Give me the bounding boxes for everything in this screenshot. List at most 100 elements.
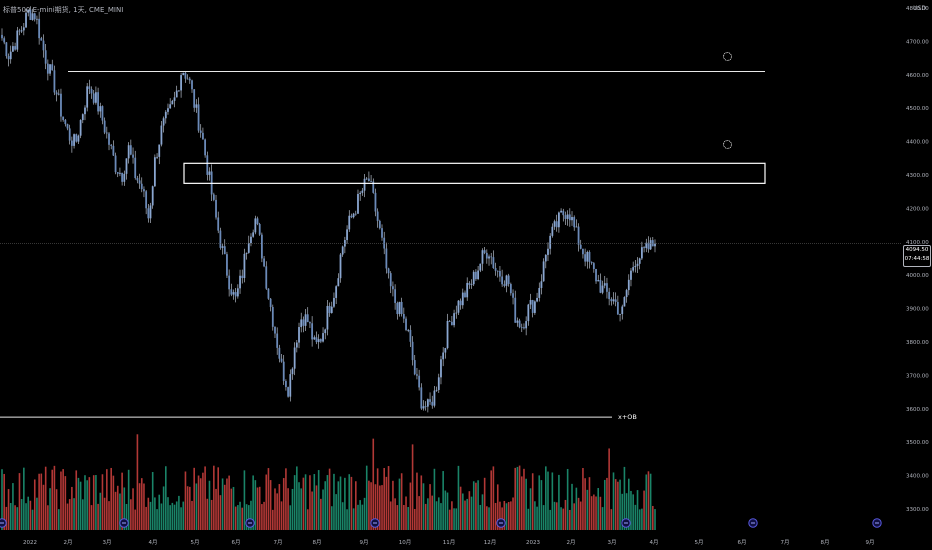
candle-body <box>274 326 276 334</box>
volume-bar <box>433 468 436 530</box>
candle-body <box>562 210 565 216</box>
volume-bar <box>470 496 473 530</box>
candle-body <box>195 104 198 108</box>
candle-body <box>446 320 449 349</box>
volume-bar <box>420 475 423 530</box>
candle-body <box>477 270 480 280</box>
candle-body <box>7 56 10 60</box>
candle-body <box>348 215 351 230</box>
candle-body <box>29 9 32 20</box>
candle-body <box>507 275 510 285</box>
candle-body <box>442 352 445 360</box>
x-tick-label: 2023 <box>526 540 540 546</box>
candle-body <box>389 273 392 287</box>
volume-bar <box>520 476 523 530</box>
candle-body <box>188 78 191 81</box>
volume-bar <box>149 501 152 530</box>
volume-bar <box>389 501 392 530</box>
volume-bar <box>40 473 43 530</box>
volume-bar <box>357 504 359 530</box>
current-price-tag: 4094.50 07:44:58 <box>903 245 931 267</box>
candle-body <box>162 118 165 126</box>
volume-bar <box>352 508 355 530</box>
candle-body <box>57 93 60 95</box>
volume-bar <box>571 483 573 530</box>
candle-body <box>55 92 58 95</box>
volume-bar <box>62 469 64 530</box>
volume-bar <box>649 473 652 530</box>
candle-body <box>9 51 12 60</box>
candle-body <box>370 181 372 182</box>
candle-body <box>623 297 626 307</box>
volume-bar <box>523 468 525 530</box>
volume-bar <box>344 477 346 530</box>
candle-body <box>123 173 126 182</box>
candle-body <box>558 212 560 228</box>
volume-bar <box>645 474 648 530</box>
candle-body <box>346 229 348 241</box>
candle-body <box>435 389 438 391</box>
volume-bar <box>280 501 283 530</box>
volume-bar <box>66 503 69 530</box>
volume-bar <box>247 505 250 530</box>
candle-body <box>638 258 641 264</box>
candle-body <box>184 72 187 79</box>
symbol-title[interactable]: 标普500 E-mini期货, 1天, CME_MINI <box>3 6 124 14</box>
volume-bar <box>186 486 189 530</box>
y-tick-label: 4600.00 <box>906 73 929 79</box>
candle-body <box>38 18 41 39</box>
volume-bars <box>1 434 656 530</box>
candle-body <box>160 125 163 145</box>
candle-body <box>153 157 156 187</box>
candle-body <box>610 299 613 302</box>
volume-bar <box>610 509 613 530</box>
volume-bar <box>278 484 281 530</box>
volume-bar <box>134 509 137 530</box>
candle-body <box>464 292 466 298</box>
candle-body <box>418 375 421 388</box>
candle-body <box>453 313 455 326</box>
candle-body <box>95 92 97 103</box>
candle-body <box>322 333 324 342</box>
volume-bar <box>466 498 468 530</box>
candle-body <box>129 145 132 155</box>
volume-bar <box>175 501 178 530</box>
candle-body <box>429 399 431 402</box>
volume-bar <box>309 475 311 530</box>
candle-body <box>173 97 176 101</box>
candle-body <box>230 289 233 295</box>
candle-body <box>127 145 130 159</box>
candle-body <box>424 406 427 408</box>
volume-bar <box>411 444 414 530</box>
volume-bar <box>237 505 239 530</box>
volume-bar <box>282 478 285 530</box>
candle-body <box>584 254 587 262</box>
candle-body <box>250 236 252 244</box>
volume-bar <box>169 505 171 530</box>
candle-body <box>654 243 656 247</box>
volume-bar <box>162 486 165 530</box>
volume-bar <box>88 477 91 530</box>
volume-bar <box>372 438 375 530</box>
volume-bar <box>510 501 512 530</box>
volume-bar <box>158 494 161 530</box>
volume-bar <box>582 468 584 530</box>
volume-bar <box>110 467 112 530</box>
volume-bar <box>20 499 23 530</box>
candle-body <box>603 283 606 286</box>
volume-bar <box>614 479 617 530</box>
volume-bar <box>171 502 174 530</box>
volume-bar <box>263 501 265 530</box>
candle-body <box>579 244 582 249</box>
volume-bar <box>304 474 307 530</box>
candle-body <box>529 300 532 305</box>
candle-body <box>431 401 434 406</box>
x-tick-label: 5月 <box>695 539 704 546</box>
volume-bar <box>60 471 62 530</box>
y-tick-label: 4400.00 <box>906 140 929 146</box>
volume-bar <box>464 500 466 530</box>
volume-bar <box>400 473 403 530</box>
current-price-value: 4094.50 <box>905 247 929 253</box>
candle-body <box>103 120 106 133</box>
